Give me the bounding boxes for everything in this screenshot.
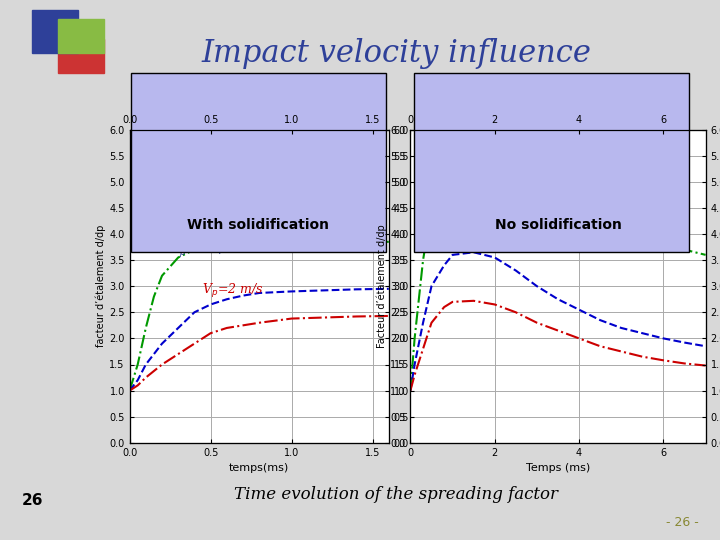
Text: No solidification: No solidification	[495, 218, 621, 232]
Bar	[32, 10, 78, 53]
Text: - 26 -: - 26 -	[666, 516, 698, 529]
FancyBboxPatch shape	[131, 73, 386, 252]
Text: 26: 26	[22, 492, 43, 508]
FancyBboxPatch shape	[414, 73, 689, 252]
Text: With solidification: With solidification	[187, 218, 329, 232]
Text: Impact velocity influence: Impact velocity influence	[201, 38, 591, 69]
X-axis label: Temps (ms): Temps (ms)	[526, 463, 590, 473]
Text: Time evolution of the spreading factor: Time evolution of the spreading factor	[234, 486, 558, 503]
Text: V$_p$=8 m/s: V$_p$=8 m/s	[138, 199, 199, 217]
X-axis label: temps(ms): temps(ms)	[229, 463, 289, 473]
Text: V$_p$=2 m/s: V$_p$=2 m/s	[202, 282, 264, 300]
Bar	[58, 19, 104, 53]
Bar	[58, 39, 104, 73]
Y-axis label: facteur d’étalement d/dp: facteur d’étalement d/dp	[96, 225, 107, 347]
Y-axis label: Facteur d’étalement d/dp: Facteur d’étalement d/dp	[377, 224, 387, 348]
Text: V$_p$=4 m/s: V$_p$=4 m/s	[170, 242, 232, 260]
